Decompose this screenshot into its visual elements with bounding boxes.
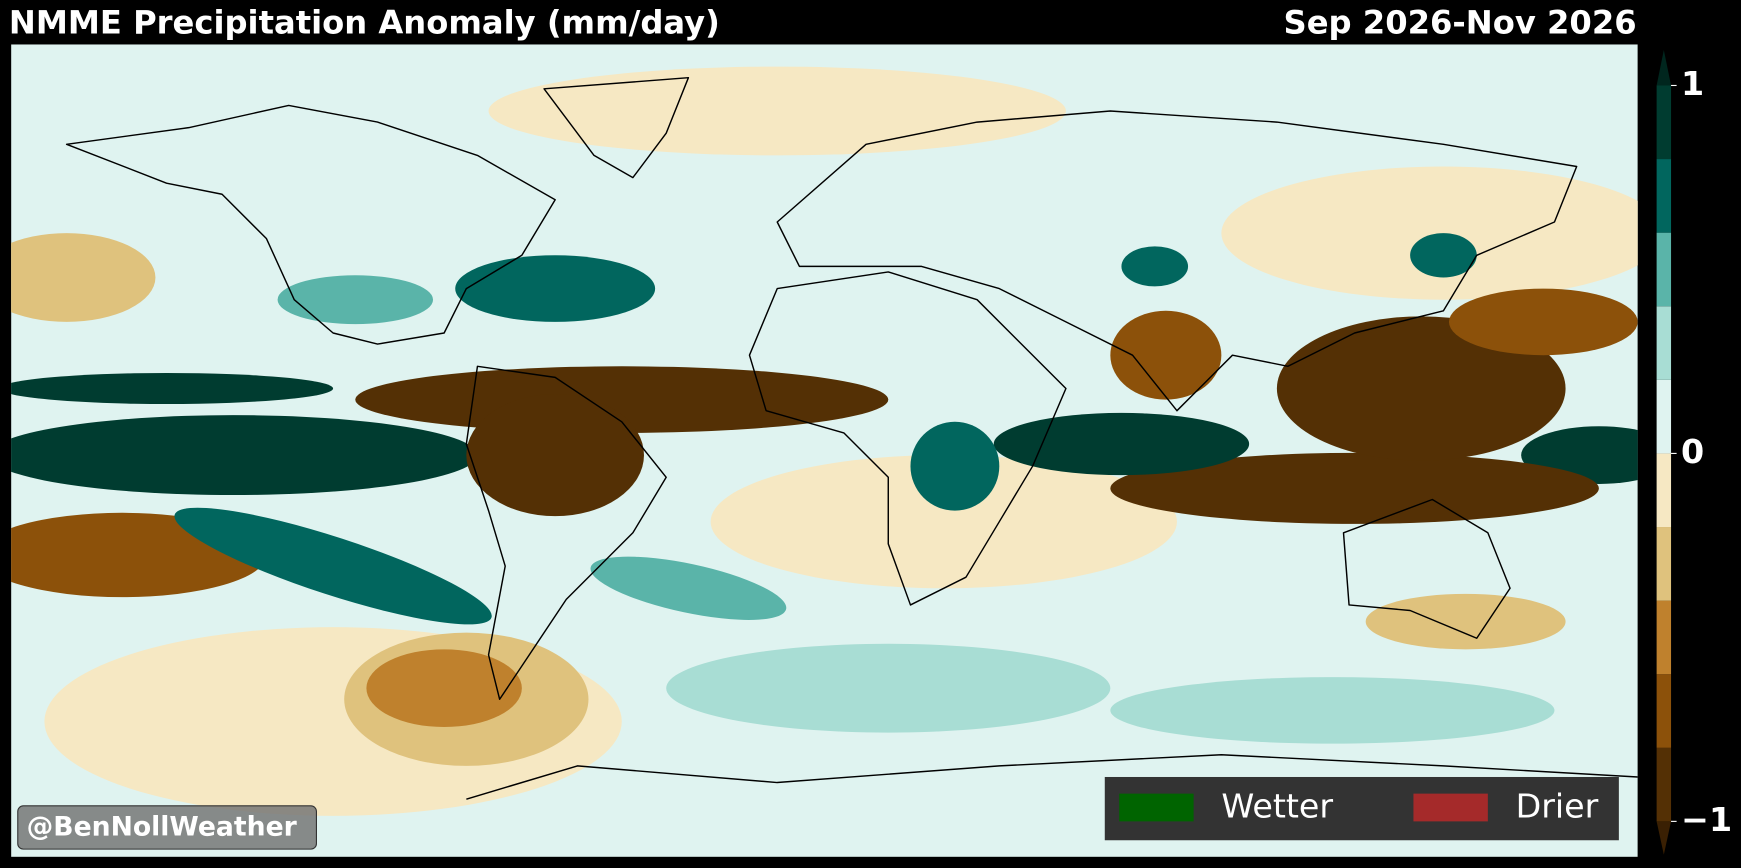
- anomaly-blob: [174, 507, 492, 625]
- africa: [748, 271, 1067, 606]
- north-america: [65, 104, 556, 345]
- anomaly-blob: [666, 643, 1111, 733]
- anomaly-blob: [910, 421, 1000, 511]
- anomaly-blob: [710, 455, 1177, 589]
- colorbar-tick-label: 0: [1681, 432, 1704, 471]
- colorbar-segment: [1656, 674, 1672, 748]
- anomaly-blob: [1276, 316, 1566, 461]
- legend-label: Drier: [1516, 787, 1599, 826]
- colorbar-segment: [1656, 232, 1672, 307]
- colorbar-segment: [1656, 453, 1672, 528]
- anomaly-blob: [1410, 233, 1477, 278]
- watermark: @BenNollWeather: [27, 812, 298, 843]
- anomaly-blob: [1365, 593, 1566, 650]
- anomaly-blob: [11, 233, 156, 322]
- coastlines: [65, 76, 1638, 800]
- map: [11, 44, 1638, 857]
- anomaly-blob: [1110, 310, 1222, 400]
- colorbar-segment: [1656, 159, 1672, 233]
- anomaly-blob: [366, 649, 522, 728]
- antarctica: [466, 754, 1638, 800]
- anomaly-blob: [1110, 452, 1599, 524]
- anomaly-blob: [488, 66, 1066, 156]
- colorbar-tick-label: −1: [1681, 800, 1732, 839]
- colorbar-segment: [1656, 306, 1672, 380]
- legend-label: Wetter: [1221, 787, 1333, 826]
- australia: [1342, 498, 1511, 639]
- eurasia: [776, 110, 1578, 412]
- colorbar: 1 0 −1: [1656, 49, 1732, 855]
- colorbar-extend-top: [1656, 49, 1672, 86]
- anomaly-blob: [11, 372, 334, 405]
- anomaly-blob: [1121, 246, 1189, 287]
- anomaly-blob: [277, 275, 434, 325]
- anomaly-blob: [1448, 288, 1638, 356]
- colorbar-extend-bottom: [1656, 821, 1672, 855]
- anomaly-blob: [455, 255, 656, 322]
- anomaly-field: [11, 66, 1638, 816]
- anomaly-blob: [1221, 166, 1638, 300]
- south-america: [465, 365, 667, 701]
- anomaly-blob: [466, 394, 644, 517]
- colorbar-segment: [1656, 600, 1672, 675]
- watermark-box: [17, 805, 317, 850]
- colorbar-segment: [1656, 379, 1672, 454]
- legend-swatch: [1413, 793, 1488, 822]
- anomaly-blob: [1110, 677, 1555, 744]
- colorbar-segment: [1656, 85, 1672, 160]
- anomaly-blob: [11, 415, 478, 496]
- anomaly-blob: [590, 556, 787, 620]
- period: Sep 2026-Nov 2026: [1284, 3, 1637, 41]
- legend-swatch: [1119, 793, 1194, 822]
- anomaly-blob: [993, 412, 1250, 476]
- colorbar-segment: [1656, 527, 1672, 601]
- title: NMME Precipitation Anomaly (mm/day): [9, 3, 720, 41]
- colorbar-segment: [1656, 747, 1672, 822]
- colorbar-tick-label: 1: [1681, 64, 1704, 103]
- greenland: [543, 76, 690, 179]
